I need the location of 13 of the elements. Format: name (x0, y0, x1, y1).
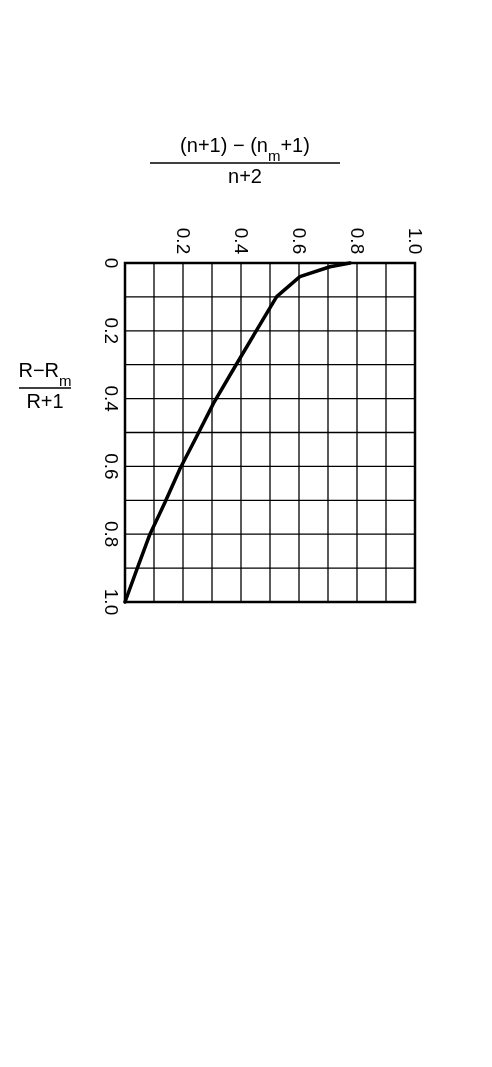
x-tick-label: 0.6 (288, 227, 310, 255)
y-tick-label: 0 (100, 257, 122, 269)
x-tick-label: 1.0 (404, 227, 426, 255)
x-tick-label: 0.4 (230, 227, 252, 255)
y-tick-label: 0.4 (100, 385, 122, 413)
y-tick-label: 1.0 (100, 588, 122, 616)
y-tick-label: 0.8 (100, 520, 122, 548)
y-axis-title: R−R$_{m}$ R+1 (18, 359, 72, 412)
y-tick-label: 0.2 (100, 317, 122, 345)
x-tick-label: 0.8 (346, 227, 368, 255)
x-tick-label: 0.2 (172, 227, 194, 255)
x-axis-title: (n+1) − (n$_{m}$+1) n+2 (180, 134, 310, 187)
y-tick-label: 0.6 (100, 453, 122, 480)
